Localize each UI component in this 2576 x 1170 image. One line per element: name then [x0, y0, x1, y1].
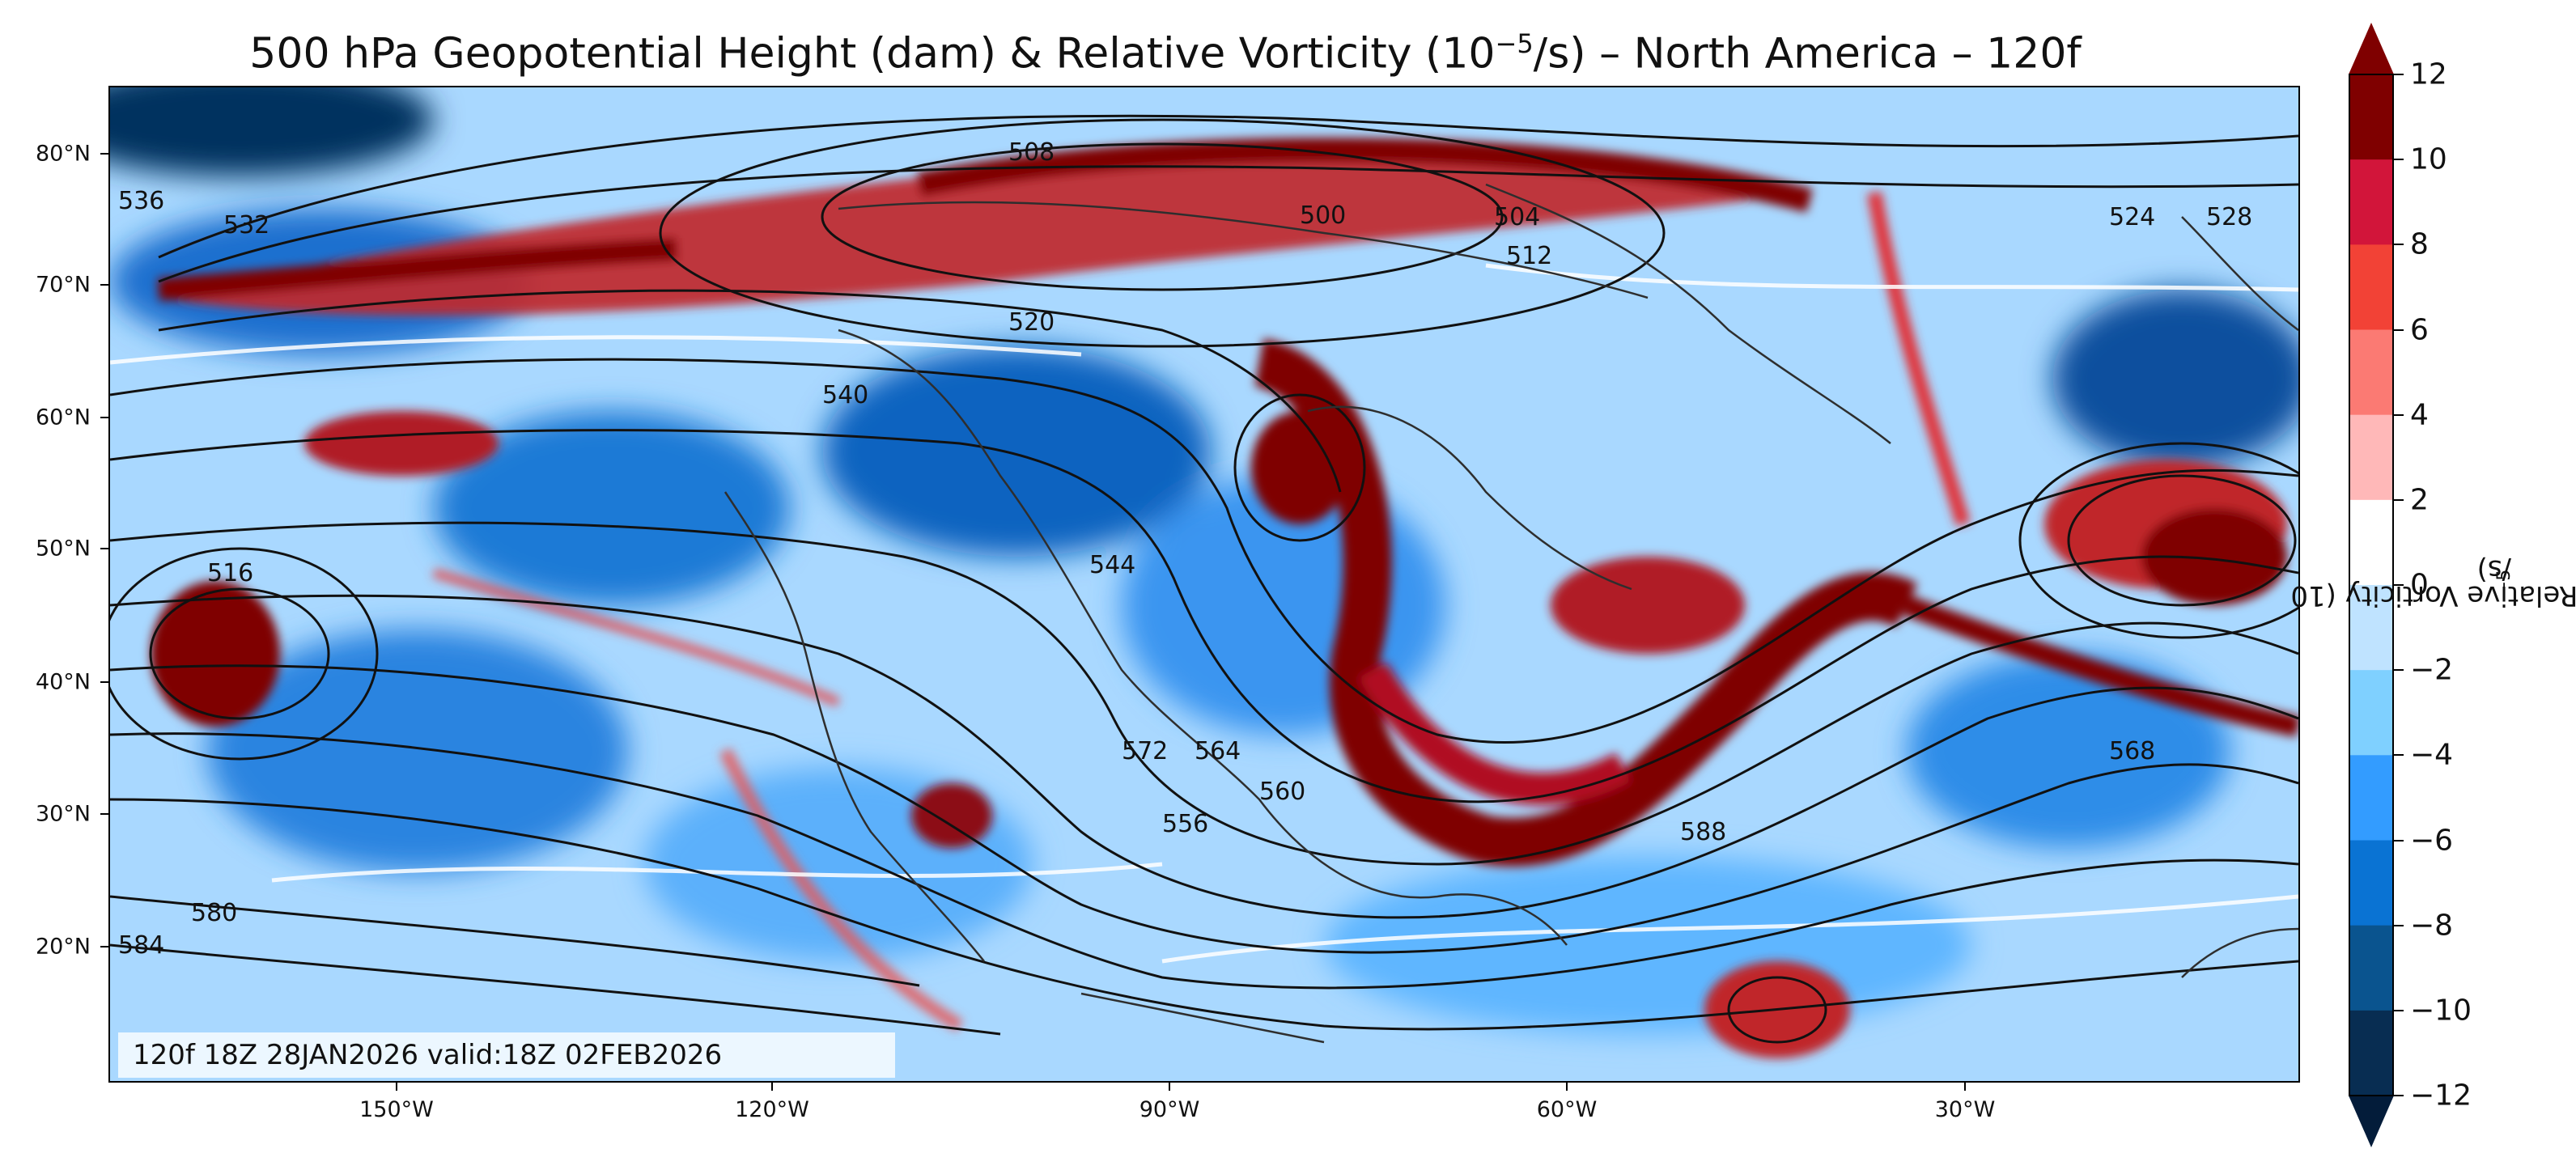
colorbar-tick	[2394, 413, 2404, 416]
contour-label-508: 508	[1008, 138, 1055, 167]
lat-label-20n: 20°N	[35, 934, 91, 960]
height-contours	[110, 114, 2298, 1044]
colorbar	[2349, 23, 2394, 1147]
lat-label-80n: 80°N	[35, 141, 91, 167]
colorbar-tick	[2394, 839, 2404, 841]
colorbar-tick	[2394, 924, 2404, 926]
contour-label-568: 568	[2109, 737, 2155, 765]
colorbar-tick	[2394, 669, 2404, 672]
colorbar-tick-label: 10	[2410, 142, 2447, 176]
lat-label-50n: 50°N	[35, 536, 91, 562]
colorbar-tick-label: −12	[2410, 1079, 2472, 1113]
colorbar-cell	[2349, 159, 2393, 245]
lat-tick	[100, 153, 110, 155]
contour-label-540: 540	[822, 381, 868, 409]
valid-time-label: 120f 18Z 28JAN2026 valid:18Z 02FEB2026	[118, 1032, 895, 1078]
lon-label-30w: 30°W	[1934, 1097, 1996, 1122]
lat-tick	[100, 946, 110, 947]
zero-vorticity-lines	[110, 263, 2298, 964]
colorbar-cell	[2349, 670, 2393, 756]
contour-label-564: 564	[1195, 737, 1241, 765]
lat-tick	[100, 548, 110, 549]
contour-label-544: 544	[1089, 551, 1135, 579]
contour-label-536: 536	[118, 187, 164, 215]
chart-title: 500 hPa Geopotential Height (dam) & Rela…	[249, 28, 2082, 78]
contour-label-512: 512	[1506, 242, 1552, 270]
contour-label-516: 516	[207, 559, 253, 587]
colorbar-tick-label: 12	[2410, 57, 2447, 91]
contour-label-588: 588	[1680, 818, 1726, 846]
colorbar-cell	[2349, 329, 2393, 416]
colorbar-tick-label: −10	[2410, 994, 2472, 1028]
colorbar-tick-label: −2	[2410, 653, 2454, 687]
lat-tick	[100, 284, 110, 286]
colorbar-tick	[2394, 1095, 2404, 1096]
contour-label-528: 528	[2206, 203, 2252, 231]
colorbar-tick-label: 6	[2410, 313, 2429, 346]
colorbar-tick	[2394, 329, 2404, 331]
lon-tick	[396, 1081, 397, 1091]
contour-label-584: 584	[118, 931, 164, 960]
colorbar-extend-bottom	[2349, 1096, 2394, 1147]
contour-label-524: 524	[2109, 203, 2155, 231]
vorticity-map: 508 500 504 512 520 524 528 532 536 540 …	[110, 87, 2298, 1081]
lat-label-30n: 30°N	[35, 801, 91, 827]
lon-tick	[1169, 1081, 1170, 1091]
lon-tick	[771, 1081, 773, 1091]
lon-label-120w: 120°W	[735, 1097, 809, 1122]
contour-label-556: 556	[1162, 810, 1208, 838]
colorbar-tick	[2394, 498, 2404, 501]
colorbar-cell	[2349, 244, 2393, 330]
lon-tick	[1964, 1081, 1966, 1091]
colorbar-tick	[2394, 1009, 2404, 1011]
colorbar-extend-top	[2349, 23, 2394, 74]
colorbar-cell	[2349, 1010, 2393, 1096]
colorbar-cell	[2349, 585, 2393, 671]
colorbar-tick-label: 4	[2410, 398, 2429, 432]
contour-label-572: 572	[1122, 737, 1168, 765]
contour-label-560: 560	[1259, 778, 1305, 806]
colorbar-tick-label: −4	[2410, 738, 2454, 772]
colorbar-cell	[2349, 74, 2393, 160]
contour-label-520: 520	[1008, 308, 1055, 337]
lat-label-40n: 40°N	[35, 669, 91, 695]
lat-tick	[100, 681, 110, 683]
colorbar-tick	[2394, 754, 2404, 757]
lon-label-150w: 150°W	[359, 1097, 434, 1122]
colorbar-frame	[2349, 74, 2394, 1096]
lat-label-70n: 70°N	[35, 272, 91, 298]
contour-labels: 508 500 504 512 520 524 528 532 536 540 …	[118, 138, 2252, 960]
contour-label-532: 532	[223, 211, 269, 240]
map-area: 508 500 504 512 520 524 528 532 536 540 …	[110, 87, 2298, 1081]
colorbar-tick-label: 2	[2410, 483, 2429, 517]
colorbar-tick	[2394, 159, 2404, 161]
contour-label-500: 500	[1300, 201, 1346, 230]
colorbar-cell	[2349, 840, 2393, 926]
lon-label-90w: 90°W	[1139, 1097, 1200, 1122]
contour-label-580: 580	[191, 899, 237, 927]
colorbar-cell	[2349, 755, 2393, 841]
colorbar-tick-label: −8	[2410, 909, 2454, 943]
coastlines	[724, 183, 2298, 1044]
contour-label-504: 504	[1494, 203, 1540, 231]
lat-label-60n: 60°N	[35, 405, 91, 430]
colorbar-tick-label: −6	[2410, 824, 2454, 857]
colorbar-tick	[2394, 74, 2404, 75]
lat-tick	[100, 813, 110, 815]
colorbar-tick	[2394, 584, 2404, 586]
lat-tick	[100, 417, 110, 418]
colorbar-tick-label: 0	[2410, 568, 2429, 602]
colorbar-tick-label: 8	[2410, 227, 2429, 261]
colorbar-cell	[2349, 925, 2393, 1011]
lon-tick	[1566, 1081, 1568, 1091]
lon-label-60w: 60°W	[1536, 1097, 1598, 1122]
colorbar-cell	[2349, 499, 2393, 586]
colorbar-cell	[2349, 414, 2393, 501]
colorbar-tick	[2394, 244, 2404, 246]
